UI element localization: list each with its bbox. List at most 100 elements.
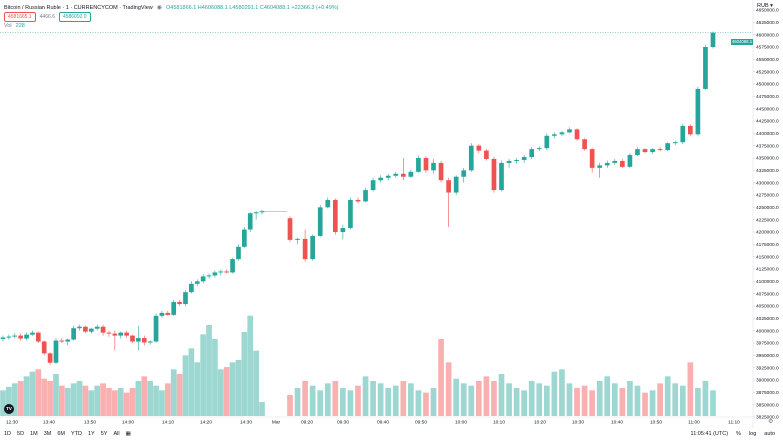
- candle-body: [695, 88, 701, 135]
- x-tick-label: 14:20: [200, 420, 212, 426]
- candle: [370, 177, 376, 192]
- volume-bar: [88, 390, 95, 416]
- candle-body: [468, 145, 474, 171]
- candle-body: [461, 170, 467, 177]
- volume-bar: [710, 390, 716, 416]
- candle-body: [529, 149, 535, 158]
- clock-time[interactable]: 11:05:41 (UTC): [690, 431, 729, 437]
- candle-body: [165, 312, 171, 315]
- settings-icon[interactable]: ⚙: [768, 419, 774, 425]
- sell-button[interactable]: 4581665.1: [4, 11, 36, 22]
- symbol-title[interactable]: Bitcoin / Russian Ruble · 1 · CURRENCYCO…: [4, 4, 153, 11]
- last-price-tag: 4604088.1: [731, 39, 753, 45]
- candle-body: [325, 199, 331, 208]
- tf-1m[interactable]: 1M: [30, 431, 38, 437]
- candle-body: [247, 213, 253, 230]
- candle-body: [604, 162, 610, 166]
- candle: [567, 127, 572, 134]
- x-tick-label: 14:10: [162, 420, 174, 426]
- candle: [65, 338, 71, 346]
- buy-button[interactable]: 4586092.0: [58, 11, 91, 22]
- candle: [604, 160, 610, 168]
- volume-bar: [604, 376, 611, 416]
- candle-body: [635, 149, 640, 156]
- candle-body: [400, 173, 406, 177]
- candle: [230, 257, 235, 274]
- tf-5y[interactable]: 5Y: [100, 431, 108, 437]
- candle-body: [642, 149, 648, 153]
- candle: [612, 158, 618, 165]
- volume-label[interactable]: Vol: [4, 22, 12, 29]
- volume-bar: [23, 376, 30, 416]
- candle-body: [77, 326, 82, 329]
- volume-bar: [596, 381, 603, 416]
- candle-body: [423, 158, 429, 171]
- tf-6m[interactable]: 6M: [57, 431, 65, 437]
- candle-body: [159, 312, 165, 316]
- volume-bar: [200, 334, 206, 416]
- volume-bar: [206, 325, 212, 416]
- volume-bar: [17, 381, 24, 416]
- candle-body: [124, 332, 129, 336]
- volume-bar: [324, 383, 331, 416]
- currency-selector[interactable]: RUB ▾: [757, 3, 773, 9]
- candle: [94, 324, 100, 331]
- candle-body: [355, 199, 361, 202]
- y-tick-label: 4400000.0: [756, 131, 779, 137]
- x-tick-label: 11:00: [688, 420, 700, 426]
- calendar-icon[interactable]: ▦: [125, 431, 131, 437]
- candle: [47, 352, 53, 366]
- volume-bar: [528, 381, 535, 416]
- volume-bar: [229, 362, 236, 416]
- y-tick-label: 4075000.0: [756, 291, 779, 297]
- volume-bar: [438, 339, 444, 416]
- candle-body: [206, 275, 212, 277]
- volume-bar: [247, 315, 254, 416]
- log-toggle[interactable]: log: [748, 431, 757, 437]
- y-tick-label: 4200000.0: [756, 230, 779, 236]
- candle: [106, 330, 112, 337]
- volume-bar: [634, 385, 641, 416]
- price-chart[interactable]: 4650000.0 4625000.0 4600000.0 4575000.0 4550…: [0, 0, 783, 428]
- volume-bar: [581, 385, 588, 416]
- volume-bar: [164, 383, 171, 416]
- candle-body: [194, 281, 200, 284]
- tf-5d[interactable]: 5D: [17, 431, 25, 437]
- candle-body: [499, 162, 504, 191]
- x-tick-label: 10:20: [534, 420, 546, 426]
- candle-body: [35, 332, 41, 342]
- tf-1y[interactable]: 1Y: [87, 431, 95, 437]
- x-tick-label: 13:40: [43, 420, 55, 426]
- candle: [6, 334, 12, 340]
- volume-bar: [679, 385, 686, 416]
- candle: [340, 224, 346, 240]
- candle-body: [589, 149, 595, 168]
- candle: [597, 162, 603, 178]
- candle: [30, 330, 35, 336]
- candle-body: [680, 125, 686, 143]
- candle: [423, 156, 429, 173]
- candle: [642, 148, 648, 154]
- tradingview-logo[interactable]: TV: [4, 404, 14, 414]
- tf-1d[interactable]: 1D: [4, 431, 12, 437]
- candle-body: [332, 199, 338, 232]
- tf-all[interactable]: All: [113, 431, 120, 437]
- candle-body: [189, 283, 194, 293]
- candle-body: [612, 160, 618, 163]
- eye-icon[interactable]: ◉: [156, 5, 162, 11]
- candle: [484, 149, 489, 161]
- candle-body: [141, 338, 147, 343]
- tf-ytd[interactable]: YTD: [70, 431, 82, 437]
- volume-bar: [123, 392, 130, 416]
- candle: [53, 338, 59, 365]
- x-tick-label: 10:50: [650, 420, 662, 426]
- candle: [241, 227, 247, 248]
- candle-body: [171, 302, 177, 315]
- candle: [476, 144, 482, 154]
- auto-toggle[interactable]: auto: [764, 431, 775, 437]
- candle: [363, 187, 368, 203]
- candle: [71, 325, 76, 341]
- y-tick-label: 4250000.0: [756, 205, 779, 211]
- percent-toggle[interactable]: %: [736, 431, 741, 437]
- tf-3m[interactable]: 3M: [43, 431, 52, 437]
